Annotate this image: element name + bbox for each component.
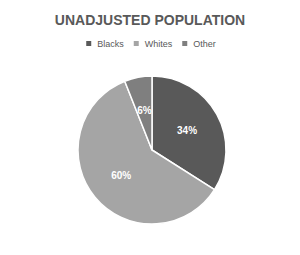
svg-text:Whites: Whites [145, 39, 173, 49]
svg-text:Other: Other [193, 39, 216, 49]
svg-text:Blacks: Blacks [97, 39, 124, 49]
svg-text:60%: 60% [111, 170, 131, 181]
svg-text:34%: 34% [177, 125, 197, 136]
svg-text:6%: 6% [137, 105, 152, 116]
svg-text:UNADJUSTED POPULATION: UNADJUSTED POPULATION [55, 12, 245, 28]
